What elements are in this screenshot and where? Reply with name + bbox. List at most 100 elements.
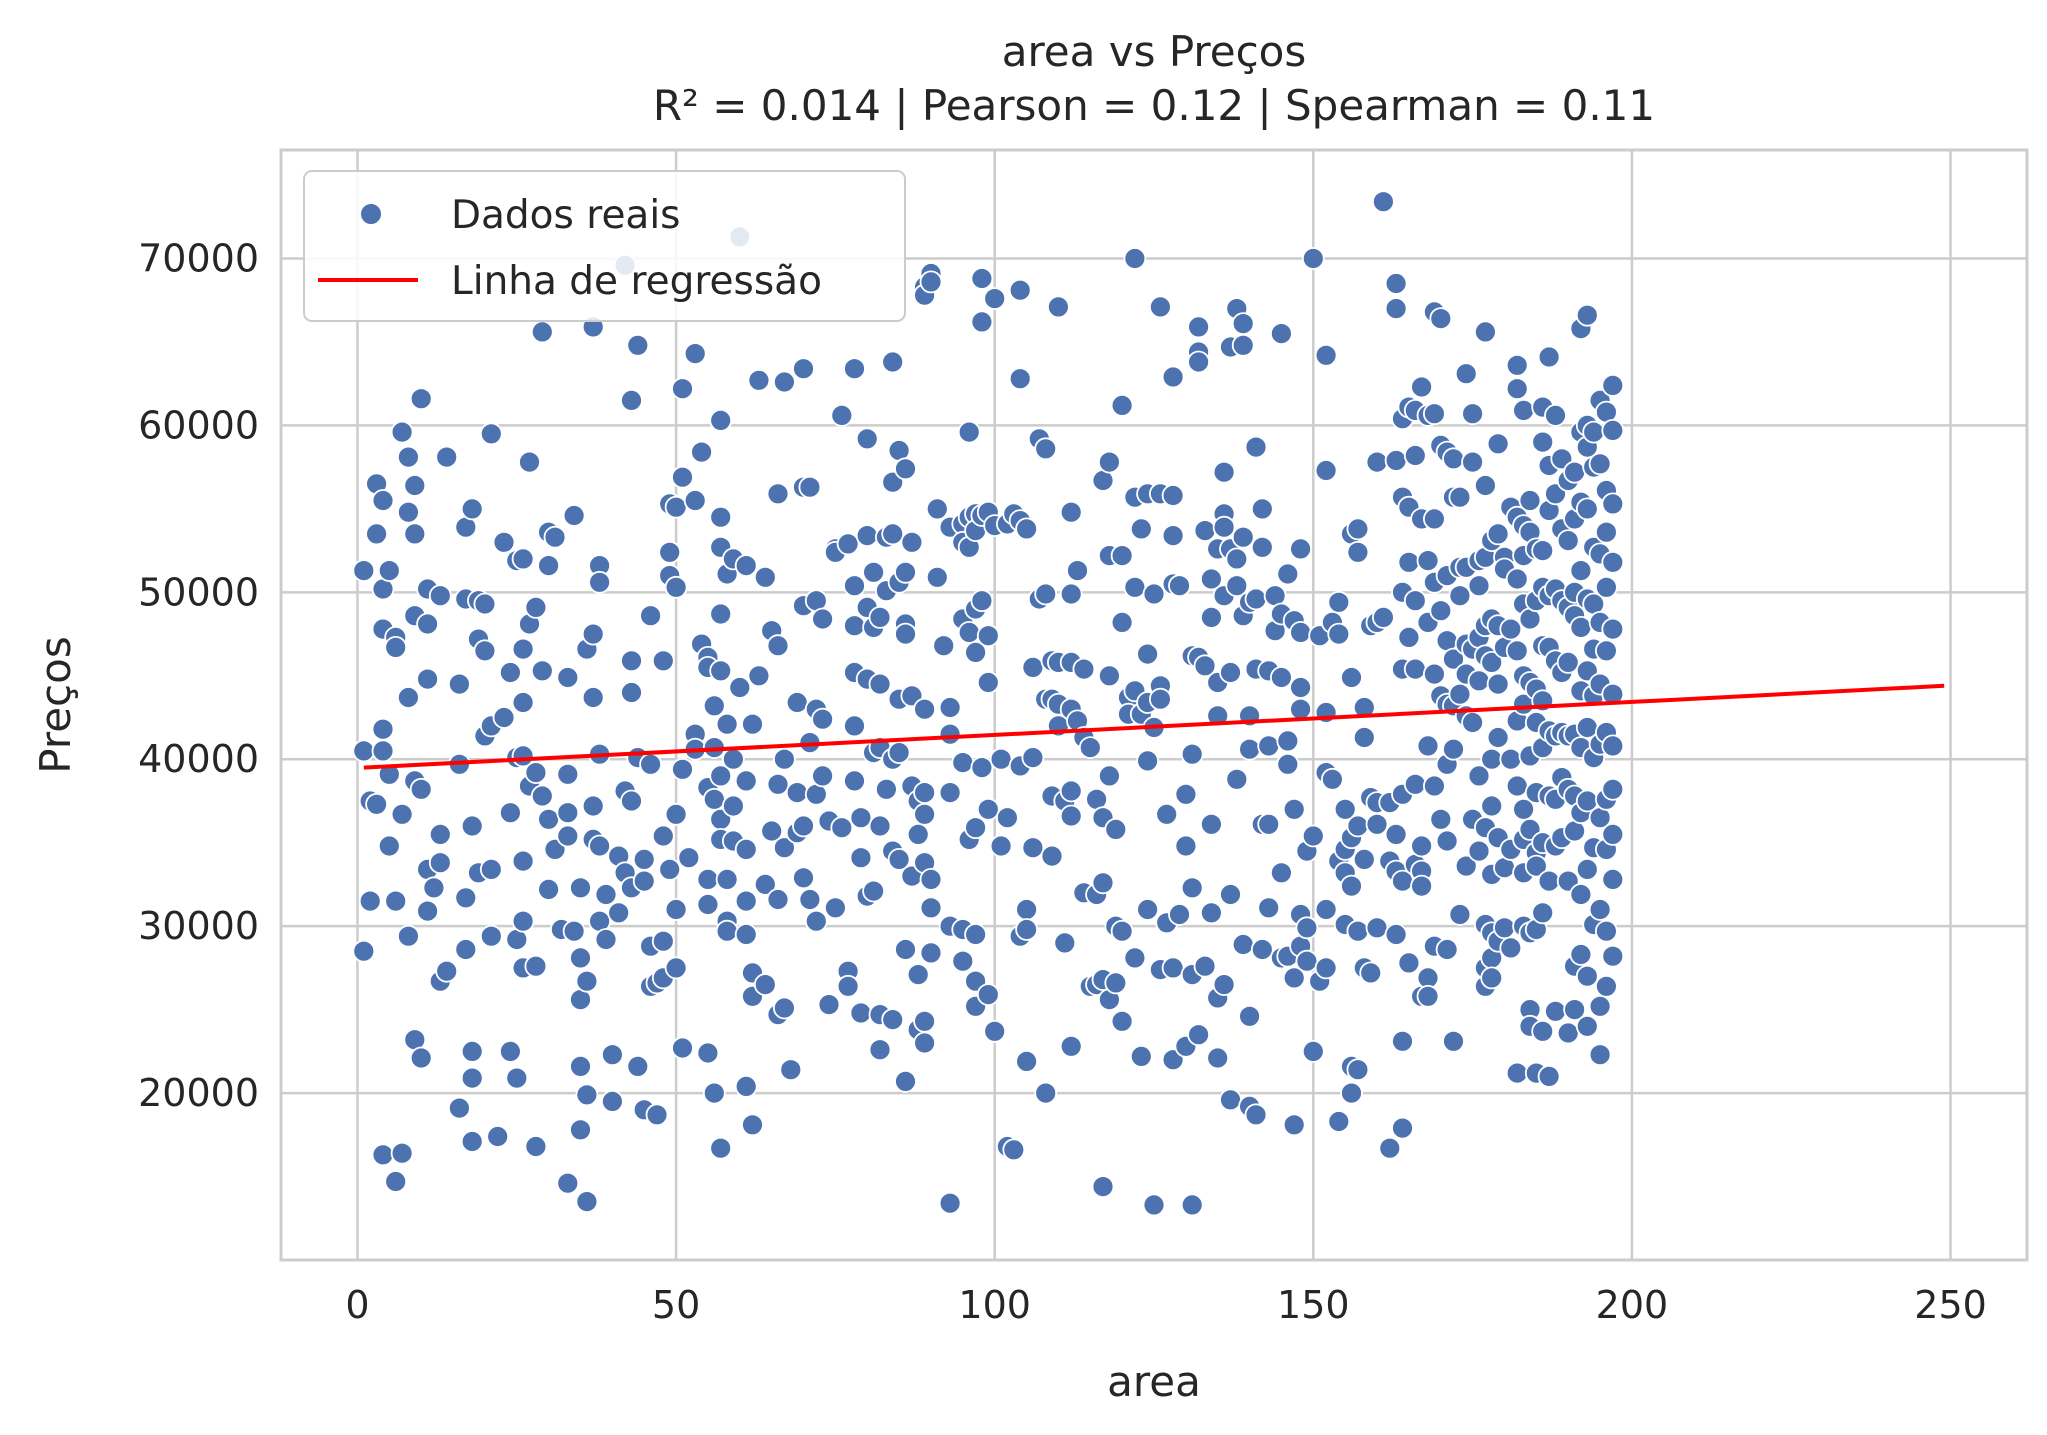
- data-point: [409, 777, 433, 801]
- data-point: [951, 751, 975, 774]
- data-point: [1091, 1175, 1115, 1198]
- data-point: [1403, 657, 1427, 681]
- data-point: [524, 954, 548, 978]
- data-point: [1365, 450, 1389, 474]
- data-point: [473, 592, 497, 616]
- y-tick-label: 70000: [138, 236, 259, 280]
- data-point: [428, 851, 452, 875]
- data-point: [1180, 742, 1204, 766]
- data-point: [709, 764, 733, 788]
- data-point: [919, 896, 943, 920]
- data-point: [1187, 315, 1210, 339]
- data-point: [460, 814, 484, 838]
- data-point: [384, 636, 408, 659]
- data-point: [569, 1118, 592, 1142]
- data-point: [1499, 617, 1523, 641]
- data-point: [1225, 767, 1249, 791]
- data-point: [492, 530, 516, 554]
- data-point: [530, 784, 554, 808]
- data-point: [932, 634, 956, 658]
- data-point: [556, 801, 580, 825]
- data-point: [537, 878, 560, 901]
- data-point: [409, 387, 433, 411]
- data-point: [1569, 616, 1593, 639]
- data-point: [569, 876, 592, 900]
- data-point: [1340, 874, 1363, 898]
- data-point: [741, 712, 764, 736]
- data-point: [601, 1090, 624, 1113]
- data-point: [894, 1070, 917, 1093]
- data-point: [1569, 559, 1593, 582]
- data-point: [1423, 774, 1446, 798]
- data-point: [620, 388, 643, 412]
- data-point: [1601, 550, 1625, 574]
- data-point: [1384, 923, 1408, 946]
- x-tick-label: 100: [958, 1283, 1031, 1327]
- data-point: [1231, 525, 1255, 549]
- data-point: [753, 873, 777, 896]
- data-point: [836, 532, 860, 556]
- data-point: [390, 1141, 414, 1165]
- data-point: [849, 846, 873, 870]
- data-point: [792, 357, 815, 381]
- data-point: [1123, 575, 1147, 599]
- data-point: [1174, 782, 1198, 806]
- data-point: [479, 422, 503, 446]
- data-point: [1021, 836, 1045, 860]
- data-point: [996, 806, 1019, 830]
- data-point: [435, 959, 459, 983]
- data-point: [1289, 676, 1312, 699]
- x-axis-label: area: [1107, 1357, 1201, 1406]
- data-point: [1008, 367, 1032, 391]
- data-point: [658, 540, 682, 564]
- data-point: [1327, 590, 1351, 614]
- regression-line: [363, 683, 1945, 770]
- data-point: [1047, 295, 1070, 319]
- data-point: [460, 497, 484, 521]
- data-point: [1588, 1043, 1612, 1067]
- data-point: [524, 596, 548, 619]
- data-point: [1168, 903, 1191, 926]
- data-point: [1034, 437, 1058, 461]
- data-point: [1053, 931, 1077, 955]
- data-point: [396, 924, 420, 948]
- data-point: [416, 612, 440, 636]
- data-point: [1270, 666, 1293, 689]
- data-point: [651, 649, 675, 673]
- data-point: [702, 1081, 726, 1105]
- data-point: [734, 554, 758, 577]
- data-point: [1168, 574, 1191, 598]
- data-point: [1193, 519, 1217, 542]
- data-point: [1397, 626, 1421, 649]
- data-point: [626, 333, 650, 357]
- data-point: [1410, 834, 1433, 858]
- data-point: [651, 824, 675, 848]
- data-point: [868, 672, 892, 696]
- data-point: [620, 681, 643, 704]
- data-point: [957, 420, 981, 444]
- data-point: [377, 834, 401, 858]
- data-point: [792, 814, 815, 838]
- data-point: [964, 816, 987, 840]
- data-point: [1295, 949, 1319, 973]
- data-point: [734, 1075, 758, 1098]
- data-point: [1225, 547, 1249, 571]
- data-point: [804, 909, 828, 933]
- data-point: [1104, 971, 1128, 995]
- data-point: [1021, 656, 1045, 679]
- data-point: [1601, 777, 1625, 801]
- data-point: [1544, 999, 1567, 1023]
- data-point: [1180, 1193, 1204, 1217]
- data-point: [511, 547, 535, 571]
- data-point: [594, 883, 618, 906]
- data-point: [454, 938, 478, 961]
- data-point: [1282, 797, 1306, 821]
- data-point: [1499, 936, 1523, 960]
- data-point: [460, 1130, 484, 1153]
- data-point: [1257, 734, 1281, 758]
- data-point: [1448, 584, 1472, 608]
- data-point: [1149, 295, 1172, 319]
- data-point: [1219, 883, 1242, 906]
- data-point: [1289, 537, 1312, 561]
- data-point: [1282, 966, 1306, 990]
